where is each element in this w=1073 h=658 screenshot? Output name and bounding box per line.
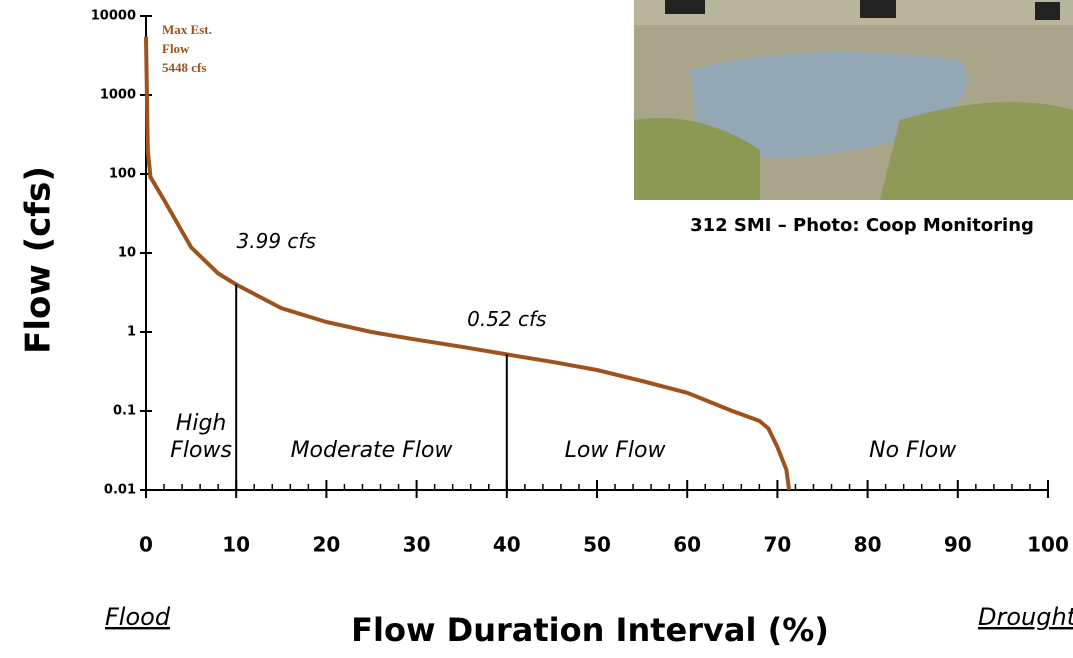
zone-label: No Flow <box>869 438 957 463</box>
y-axis-label: Flow (cfs) <box>19 166 59 354</box>
y-tick-label: 1000 <box>100 88 136 103</box>
flow-curve <box>144 36 792 491</box>
max-flow-note: Flow <box>162 41 190 56</box>
x-tick-label: 50 <box>583 533 611 557</box>
y-tick-label: 0.1 <box>113 404 136 419</box>
x-tick-label: 20 <box>312 533 340 557</box>
reference-label: 0.52 cfs <box>467 307 546 331</box>
y-tick-label: 100 <box>109 167 136 182</box>
x-tick-label: 60 <box>673 533 701 557</box>
zone-label: Low Flow <box>565 438 667 463</box>
flood-note: Flood <box>105 603 171 631</box>
x-tick-label: 100 <box>1027 533 1069 557</box>
zone-label: Moderate Flow <box>291 438 454 463</box>
y-tick-label: 10000 <box>91 9 136 24</box>
y-tick-label: 10 <box>118 246 136 261</box>
x-axis-label: Flow Duration Interval (%) <box>351 611 829 649</box>
reference-label: 3.99 cfs <box>237 229 316 253</box>
drought-note: Drought <box>978 603 1073 631</box>
x-tick-label: 10 <box>222 533 250 557</box>
y-tick-label: 1 <box>127 325 136 340</box>
zone-label: Flows <box>170 438 232 463</box>
x-tick-label: 70 <box>763 533 791 557</box>
x-tick-label: 40 <box>493 533 521 557</box>
x-tick-label: 80 <box>854 533 882 557</box>
photo-caption: 312 SMI – Photo: Coop Monitoring <box>690 215 1034 236</box>
zone-label: High <box>176 411 227 436</box>
x-tick-label: 30 <box>403 533 431 557</box>
x-tick-label: 0 <box>139 533 153 557</box>
x-tick-label: 90 <box>944 533 972 557</box>
max-flow-note: Max Est. <box>162 22 212 37</box>
y-tick-label: 0.01 <box>104 483 136 498</box>
photo <box>634 0 1073 200</box>
max-flow-note: 5448 cfs <box>162 60 206 75</box>
